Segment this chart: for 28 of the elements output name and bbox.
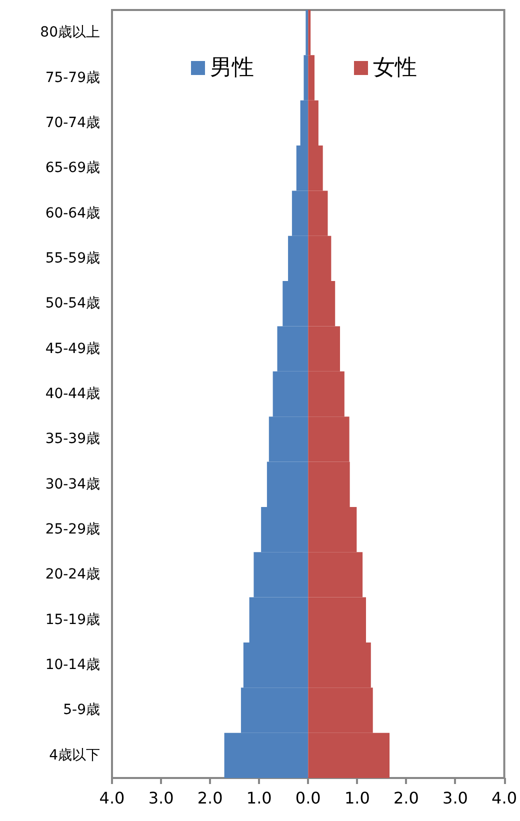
y-tick-label: 30-34歳 [45, 476, 100, 492]
x-tick-label: 2.0 [393, 788, 419, 808]
y-tick-label: 60-64歳 [45, 205, 100, 222]
legend-label: 男性 [210, 56, 254, 80]
y-tick-label: 70-74歳 [45, 114, 100, 131]
y-tick-label: 25-29歳 [45, 522, 100, 538]
y-tick-label: 15-19歳 [45, 612, 100, 628]
y-tick-label: 20-24歳 [45, 566, 100, 583]
x-tick-label: 4.0 [492, 788, 518, 808]
x-tick-label: 4.0 [99, 788, 125, 808]
y-tick-label: 45-49歳 [45, 340, 100, 357]
y-tick-label: 35-39歳 [45, 431, 100, 448]
y-tick-label: 80歳以上 [40, 24, 100, 41]
y-tick-label: 40-44歳 [45, 386, 100, 402]
legend-label: 女性 [373, 56, 417, 80]
x-tick-label: 1.0 [246, 788, 272, 808]
x-tick-label: 3.0 [148, 788, 174, 808]
y-tick-label: 55-59歳 [45, 250, 100, 266]
y-tick-label: 65-69歳 [45, 160, 100, 176]
x-tick-label: 3.0 [442, 788, 468, 808]
y-tick-label: 10-14歳 [45, 657, 100, 674]
y-tick-label: 5-9歳 [63, 702, 100, 718]
y-tick-label: 4歳以下 [49, 747, 100, 764]
y-tick-label: 50-54歳 [45, 296, 100, 312]
x-tick-label: 1.0 [344, 788, 370, 808]
x-tick-label: 0.0 [295, 788, 321, 808]
y-tick-label: 75-79歳 [45, 70, 100, 86]
x-tick-label: 2.0 [197, 788, 223, 808]
